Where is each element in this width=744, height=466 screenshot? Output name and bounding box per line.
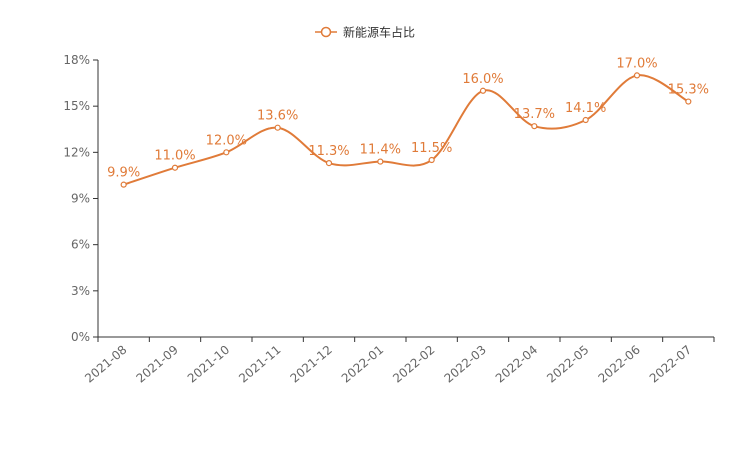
data-label: 13.6%	[257, 109, 298, 124]
y-tick-label: 15%	[63, 99, 90, 113]
x-tick-label: 2022-04	[493, 343, 540, 386]
x-tick-label: 2022-01	[339, 343, 386, 386]
data-label: 9.9%	[107, 166, 140, 181]
y-tick-label: 0%	[71, 330, 90, 344]
data-point[interactable]	[479, 87, 487, 94]
x-tick-label: 2022-05	[544, 343, 591, 386]
y-tick-label: 18%	[63, 53, 90, 67]
data-point[interactable]	[377, 158, 384, 165]
data-point[interactable]	[531, 123, 538, 130]
data-label: 11.4%	[360, 143, 401, 158]
data-label: 11.5%	[411, 141, 452, 156]
data-labels: 9.9% 11.0% 12.0% 13.6% 11.3% 11.4% 11.5% 16.0% 1…	[107, 56, 709, 180]
data-label: 17.0%	[616, 56, 657, 71]
legend-marker-icon	[320, 26, 332, 38]
data-label: 16.0%	[462, 72, 503, 87]
series-points	[120, 72, 692, 188]
y-axis-ticks: 0% 3% 6% 9% 12% 15% 18%	[63, 53, 98, 344]
data-label: 12.0%	[206, 133, 247, 148]
x-tick-label: 2021-08	[82, 343, 129, 386]
x-tick-label: 2022-02	[390, 343, 437, 386]
x-tick-label: 2022-07	[647, 343, 694, 386]
x-axis-ticks: 2021-08 2021-09 2021-10 2021-11 2021-12 2022-…	[82, 337, 715, 386]
y-tick-label: 12%	[63, 145, 90, 159]
data-label: 13.7%	[514, 107, 555, 122]
data-point[interactable]	[582, 116, 589, 124]
data-point[interactable]	[274, 124, 281, 131]
data-point[interactable]	[120, 181, 127, 188]
data-point[interactable]	[325, 160, 333, 167]
data-label: 11.3%	[308, 144, 349, 159]
data-label: 11.0%	[154, 149, 195, 164]
data-point[interactable]	[171, 164, 179, 171]
x-tick-label: 2021-11	[236, 343, 283, 386]
x-tick-label: 2022-03	[442, 343, 489, 386]
x-tick-label: 2021-12	[288, 343, 335, 386]
x-tick-label: 2021-09	[134, 343, 181, 386]
y-tick-label: 3%	[71, 284, 90, 298]
legend-label: 新能源车占比	[343, 25, 415, 40]
data-point[interactable]	[685, 98, 692, 105]
x-tick-label: 2021-10	[185, 343, 232, 386]
y-tick-label: 9%	[71, 192, 90, 206]
y-tick-label: 6%	[71, 238, 90, 252]
legend[interactable]: 新能源车占比	[315, 25, 415, 40]
data-point[interactable]	[428, 156, 435, 164]
data-point[interactable]	[633, 72, 641, 79]
data-label: 14.1%	[565, 101, 606, 116]
series-line	[123, 74, 689, 186]
data-point[interactable]	[223, 149, 230, 156]
x-tick-label: 2022-06	[596, 343, 643, 386]
data-label: 15.3%	[668, 83, 709, 98]
